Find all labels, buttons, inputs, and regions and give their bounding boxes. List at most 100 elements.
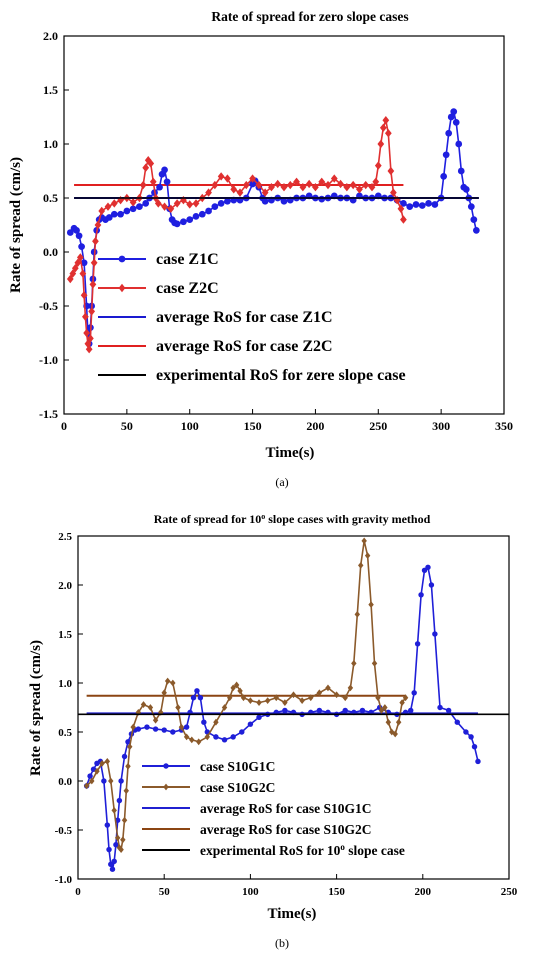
data-point: [149, 177, 157, 186]
data-point: [127, 743, 133, 751]
data-point: [224, 197, 231, 205]
data-point: [261, 188, 269, 197]
data-point: [136, 203, 143, 210]
x-tick-label: 250: [369, 419, 387, 433]
data-point: [324, 180, 332, 190]
data-point: [192, 213, 200, 220]
data-point: [392, 730, 398, 738]
y-tick-label: 1.0: [43, 137, 58, 151]
data-point: [94, 220, 102, 230]
data-point: [342, 694, 348, 702]
x-tick-label: 250: [501, 886, 518, 898]
data-point: [106, 846, 112, 853]
data-point: [361, 537, 367, 545]
data-point: [117, 195, 124, 205]
data-point: [264, 697, 271, 705]
data-point: [178, 723, 185, 731]
chart-a-y-axis-label: Rate of spread (cm/s): [8, 157, 24, 293]
legend-label: experimental RoS for 10o slope case: [200, 842, 405, 858]
data-point: [414, 641, 421, 647]
data-point: [378, 707, 385, 714]
data-point: [180, 218, 187, 226]
data-point: [109, 866, 116, 872]
data-point: [408, 707, 414, 714]
data-point: [372, 177, 380, 186]
data-point: [455, 140, 463, 148]
data-point: [79, 269, 87, 278]
data-point: [463, 729, 469, 735]
chart-b-plot-area: [78, 537, 509, 873]
data-point: [330, 174, 338, 183]
data-point: [173, 199, 181, 208]
data-point: [450, 108, 458, 115]
data-point: [80, 291, 88, 300]
data-point: [305, 179, 313, 189]
data-point: [123, 207, 131, 215]
data-point: [402, 694, 409, 702]
legend-swatch-marker: [118, 283, 126, 293]
data-point: [125, 739, 131, 745]
data-point: [299, 183, 307, 192]
legend-item: case Z1C: [98, 251, 219, 268]
data-point: [217, 172, 225, 181]
data-point: [462, 186, 470, 193]
data-point: [121, 816, 128, 824]
data-point: [256, 699, 262, 706]
data-point: [240, 694, 247, 702]
data-point: [66, 229, 74, 236]
data-point: [230, 185, 238, 194]
data-point: [282, 707, 288, 714]
data-point: [135, 726, 142, 732]
data-point: [268, 183, 275, 192]
data-point: [226, 694, 233, 702]
data-point: [256, 714, 262, 721]
legend-item: case S10G1C: [142, 759, 275, 774]
data-point: [354, 611, 361, 618]
data-point: [198, 210, 206, 218]
data-point: [400, 200, 407, 207]
data-point: [142, 163, 150, 172]
chart-b-y-axis-label: Rate of spread (cm/s): [28, 640, 44, 776]
x-tick-label: 150: [244, 419, 262, 433]
data-point: [237, 687, 243, 695]
data-point: [333, 691, 340, 699]
data-point: [280, 183, 288, 192]
data-point: [164, 677, 171, 685]
chart-b-title-sup: o: [261, 512, 265, 521]
y-tick-label: -0.5: [39, 299, 58, 313]
data-point: [274, 179, 282, 189]
data-point: [139, 180, 147, 190]
data-point: [183, 733, 190, 741]
data-point: [368, 183, 376, 192]
data-point: [468, 734, 474, 740]
data-point: [71, 264, 79, 273]
legend-item: case S10G2C: [142, 780, 275, 795]
data-point: [85, 345, 93, 354]
data-point: [440, 173, 448, 180]
data-point: [90, 258, 98, 267]
legend-label: average RoS for case Z2C: [156, 338, 333, 355]
x-tick-label: 200: [306, 419, 324, 433]
data-point: [316, 689, 323, 697]
data-point: [377, 139, 385, 149]
chart-a-plot-area: [66, 108, 480, 354]
y-tick-label: -0.5: [55, 825, 73, 837]
data-point: [111, 858, 117, 865]
legend-swatch-marker: [163, 763, 169, 769]
data-point: [161, 727, 167, 733]
data-point: [406, 203, 414, 210]
data-point: [221, 737, 228, 743]
y-tick-label: 0.0: [43, 245, 58, 259]
data-point: [173, 220, 181, 228]
data-point: [397, 204, 405, 213]
data-point: [197, 694, 204, 701]
data-point: [89, 280, 97, 289]
data-point: [144, 724, 150, 730]
data-point: [349, 180, 357, 190]
data-point: [445, 707, 452, 714]
data-point: [364, 552, 371, 559]
data-point: [204, 733, 211, 741]
y-tick-label: 2.0: [58, 580, 72, 592]
data-point: [98, 206, 106, 216]
data-point: [163, 178, 171, 186]
